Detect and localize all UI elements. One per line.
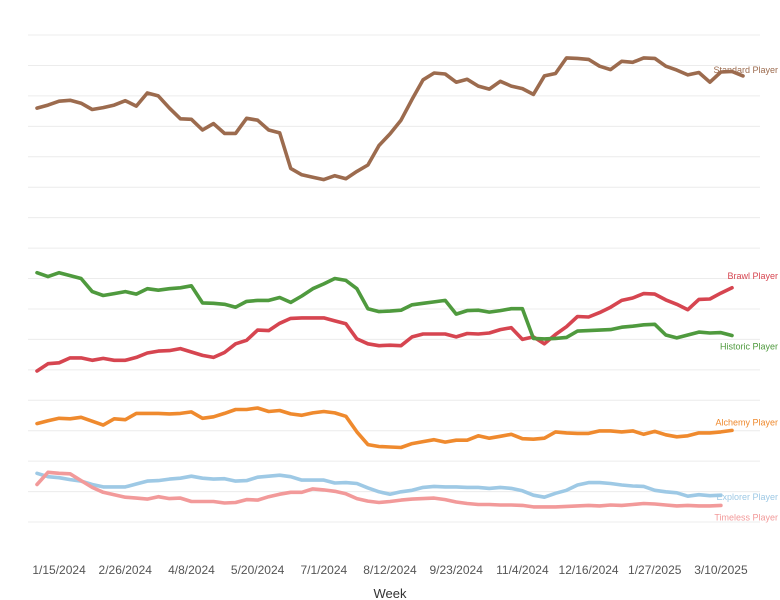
x-tick-label: 7/1/2024	[300, 563, 347, 577]
x-tick-label: 5/20/2024	[231, 563, 285, 577]
x-tick-label: 9/23/2024	[429, 563, 483, 577]
x-axis-title: Week	[374, 586, 407, 600]
series-lines	[35, 56, 745, 509]
x-tick-label: 8/12/2024	[363, 563, 417, 577]
x-tick-label: 11/4/2024	[496, 563, 549, 577]
x-tick-label: 4/8/2024	[168, 563, 215, 577]
series-line-standard-player	[35, 56, 745, 182]
x-tick-label: 12/16/2024	[559, 563, 619, 577]
series-line-brawl-player	[35, 285, 734, 373]
series-line-alchemy-player	[35, 406, 734, 450]
x-tick-label: 1/15/2024	[32, 563, 86, 577]
series-label-explorer-player: Explorer Player	[716, 492, 778, 502]
x-tick-label: 3/10/2025	[694, 563, 748, 577]
x-tick-label: 2/26/2024	[99, 563, 153, 577]
series-labels: Standard Player Brawl Player Historic Play…	[713, 65, 778, 523]
series-line-explorer-player	[35, 471, 723, 500]
series-label-historic-player: Historic Player	[720, 341, 778, 351]
x-axis-ticks: 1/15/2024 2/26/2024 4/8/2024 5/20/2024 7/1/2…	[32, 563, 748, 577]
series-label-alchemy-player: Alchemy Player	[715, 417, 778, 427]
series-line-timeless-player	[35, 470, 723, 509]
series-label-standard-player: Standard Player	[713, 65, 778, 75]
series-label-brawl-player: Brawl Player	[727, 271, 778, 281]
series-label-timeless-player: Timeless Player	[714, 512, 778, 522]
x-tick-label: 1/27/2025	[628, 563, 682, 577]
series-line-historic-player	[35, 270, 734, 341]
